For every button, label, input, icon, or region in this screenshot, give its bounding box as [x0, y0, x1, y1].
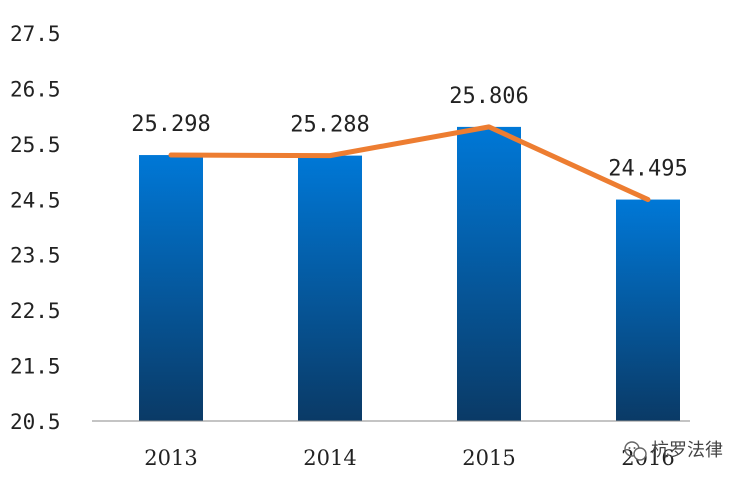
bar [616, 199, 680, 421]
y-tick-label: 27.5 [10, 22, 61, 46]
x-tick-label: 2013 [144, 446, 197, 470]
x-tick-label: 2015 [462, 446, 515, 470]
data-label: 25.806 [449, 84, 528, 109]
x-tick-label: 2014 [303, 446, 356, 470]
y-tick-label: 21.5 [10, 355, 61, 379]
data-label: 24.495 [608, 157, 687, 182]
y-tick-label: 22.5 [10, 299, 61, 323]
trend-line [168, 124, 651, 203]
bar [457, 126, 521, 421]
y-axis: 27.5 26.5 25.5 24.5 23.5 22.5 21.5 20.5 [10, 22, 61, 434]
bar [139, 155, 203, 421]
data-labels: 25.298 25.288 25.806 24.495 [131, 84, 687, 182]
y-tick-label: 24.5 [10, 188, 61, 212]
data-label: 25.298 [131, 112, 210, 137]
bars [139, 126, 680, 421]
y-tick-label: 25.5 [10, 133, 61, 157]
data-label: 25.288 [290, 113, 369, 138]
x-axis: 2013 2014 2015 2016 [144, 446, 674, 470]
wechat-icon [624, 441, 647, 461]
y-tick-label: 20.5 [10, 410, 61, 434]
y-tick-label: 23.5 [10, 244, 61, 268]
x-tick-label: 2016 [621, 446, 674, 470]
watermark: 杭罗法律 [624, 440, 723, 461]
bar [298, 155, 362, 421]
watermark-text: 杭罗法律 [651, 440, 723, 461]
y-tick-label: 26.5 [10, 77, 61, 101]
